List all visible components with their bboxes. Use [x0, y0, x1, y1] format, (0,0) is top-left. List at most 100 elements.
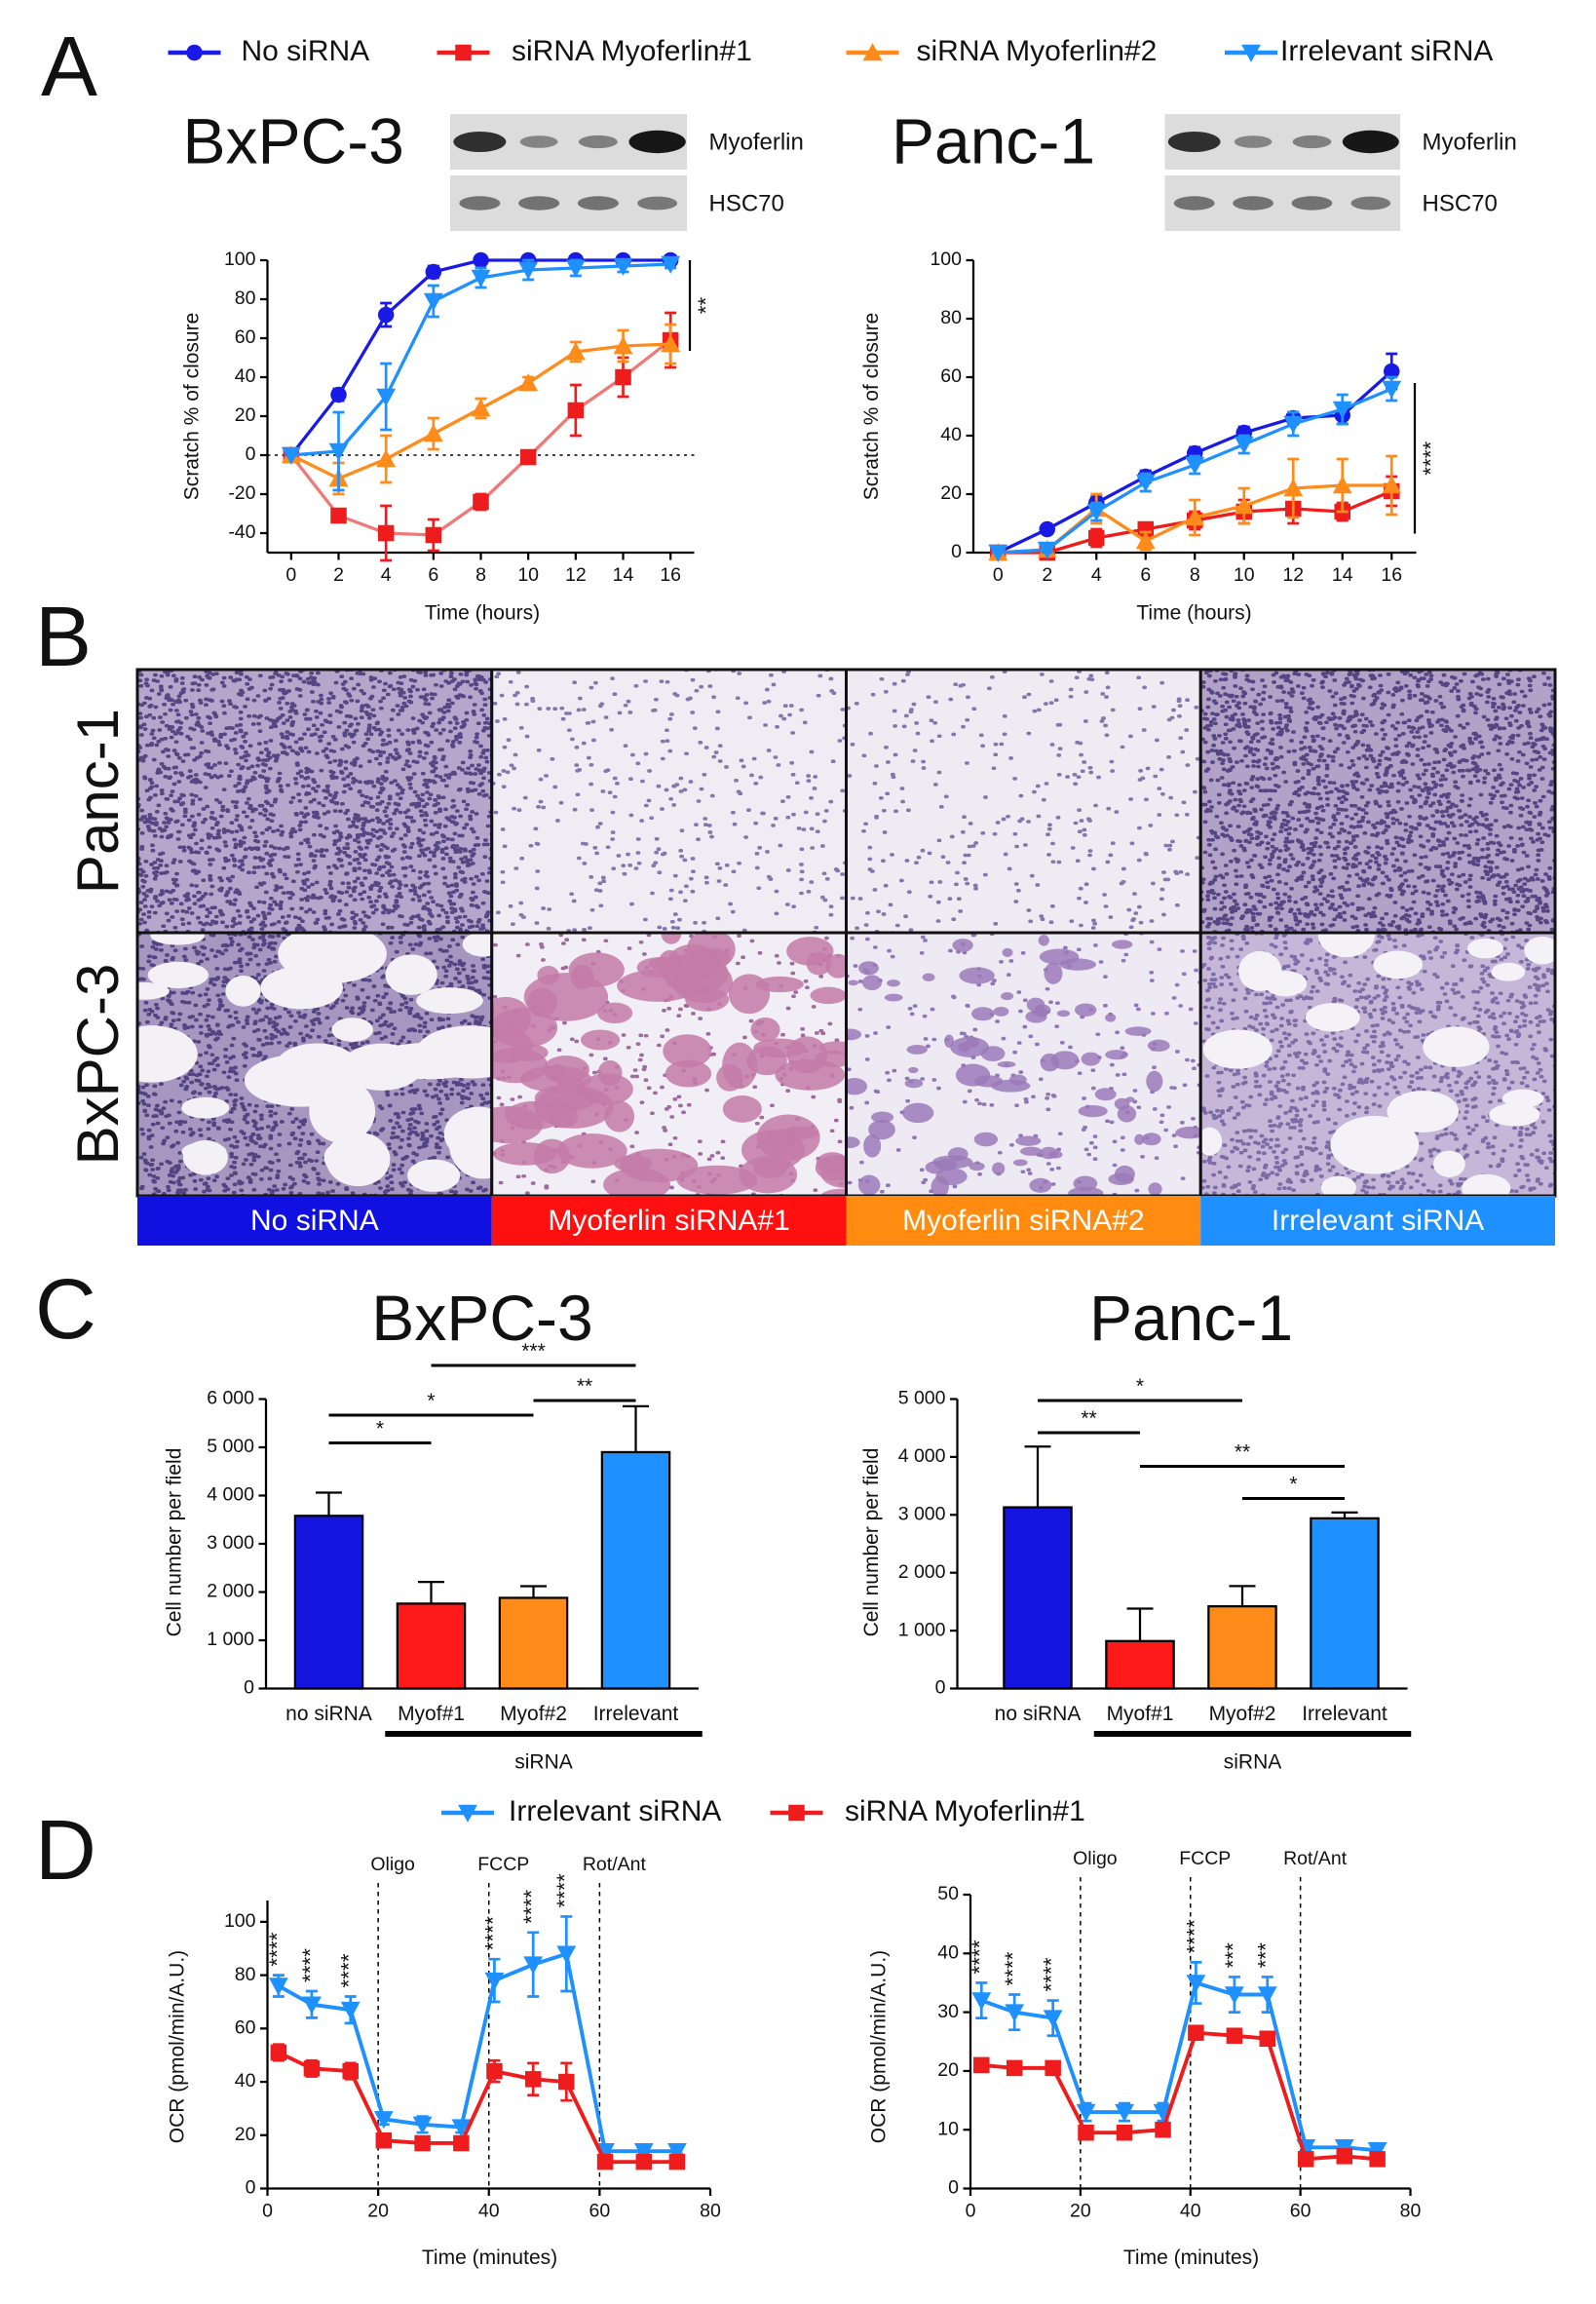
- column-band: [846, 1196, 1201, 1246]
- cell-cluster: [331, 1018, 373, 1042]
- y-tick-label: 1 000: [898, 1619, 946, 1640]
- legend-label: siRNA Myoferlin#1: [512, 35, 752, 67]
- y-tick-label: 5 000: [207, 1436, 254, 1457]
- y-axis-label: OCR (pmol/min/A.U.): [868, 1950, 891, 2143]
- micrograph: [846, 670, 1201, 933]
- y-tick-label: -40: [228, 521, 255, 543]
- y-tick-label: 4 000: [898, 1445, 946, 1467]
- data-point: [1257, 1986, 1277, 2005]
- cell-cluster: [676, 1165, 758, 1195]
- data-point: [270, 2044, 287, 2061]
- cell-cluster: [969, 1162, 985, 1171]
- x-tick-label: 80: [1400, 2201, 1422, 2222]
- cell-cluster: [523, 973, 609, 1021]
- x-tick-label: 14: [613, 564, 634, 586]
- cell-cluster: [868, 1120, 895, 1140]
- blot-band: [453, 132, 507, 152]
- cell-cluster: [991, 1079, 1031, 1093]
- cell-cluster: [786, 1036, 827, 1074]
- cell-cluster: [1001, 992, 1014, 1001]
- cell-cluster: [825, 953, 847, 979]
- cell-cluster: [547, 1064, 568, 1081]
- cell-cluster: [1029, 1177, 1052, 1193]
- y-tick-label: 20: [940, 482, 962, 504]
- data-point: [486, 2062, 503, 2080]
- cell-cluster: [863, 1134, 882, 1158]
- cell-cluster: [1034, 1007, 1048, 1018]
- cell-cluster: [846, 1028, 862, 1041]
- cell-cluster: [846, 1136, 860, 1149]
- chart-title: BxPC-3: [371, 1282, 592, 1354]
- cell-cluster: [597, 1002, 633, 1024]
- column-label: Myoferlin siRNA#1: [548, 1205, 789, 1237]
- data-point: [661, 255, 681, 274]
- x-tick-label: 0: [993, 564, 1004, 586]
- cell-cluster: [1078, 1104, 1108, 1118]
- cell-cluster: [407, 1159, 461, 1192]
- y-tick-label: 2 000: [207, 1581, 254, 1602]
- data-point: [1037, 541, 1057, 559]
- data-point: [373, 2111, 394, 2130]
- data-point: [1336, 2148, 1353, 2165]
- y-tick-label: 0: [951, 541, 962, 562]
- cell-cluster: [1044, 962, 1063, 984]
- data-point: [1283, 479, 1304, 497]
- error-bar: [1126, 1607, 1154, 1641]
- event-label: Rot/Ant: [1283, 1848, 1348, 1869]
- x-tick-label: 14: [1332, 564, 1353, 586]
- cell-cluster: [416, 1025, 492, 1079]
- data-point: [1039, 520, 1055, 538]
- significance-stars: ****: [265, 1932, 289, 1966]
- bar: [1105, 1639, 1175, 1690]
- data-point: [375, 2132, 393, 2149]
- legend-label: No siRNA: [242, 35, 370, 67]
- data-point: [473, 251, 489, 269]
- y-tick-label: 60: [235, 326, 256, 348]
- data-point: [377, 524, 395, 542]
- data-point: [1234, 496, 1254, 515]
- y-tick-label: 3 000: [207, 1532, 254, 1554]
- data-point: [558, 2073, 575, 2091]
- comparison-stars: *: [427, 1390, 435, 1412]
- data-point: [1045, 2059, 1061, 2077]
- data-point: [473, 493, 489, 511]
- cell-cluster: [992, 1162, 1006, 1175]
- cell-cluster: [1175, 1126, 1201, 1139]
- y-tick-label: 20: [235, 2124, 256, 2145]
- y-tick-label: 80: [235, 1964, 256, 1985]
- y-tick-label: 5 000: [898, 1388, 946, 1409]
- data-point: [281, 446, 301, 465]
- significance-stars: **: [694, 297, 718, 315]
- comparison-stars: *: [1136, 1375, 1144, 1398]
- bar: [1207, 1605, 1277, 1690]
- blot-label: HSC70: [1423, 190, 1498, 216]
- y-axis-label: Scratch % of closure: [860, 313, 883, 501]
- cell-cluster: [1112, 940, 1133, 949]
- column-label: No siRNA: [250, 1205, 379, 1237]
- bar: [600, 1450, 671, 1690]
- cell-cluster: [1433, 1150, 1465, 1177]
- cells: [491, 670, 847, 933]
- data-point: [330, 507, 347, 524]
- panel-letter: C: [35, 1262, 96, 1357]
- cell-cluster: [846, 1078, 868, 1095]
- cell-cluster: [1015, 1135, 1042, 1146]
- y-tick-label: 40: [235, 2070, 256, 2092]
- significance-stars: ****: [1419, 441, 1443, 475]
- cell-cluster: [904, 1078, 924, 1089]
- data-point: [376, 388, 397, 406]
- micrograph-bg: [846, 933, 1201, 1196]
- micrograph: [137, 670, 492, 933]
- blot-band: [1233, 196, 1273, 211]
- blot-label: Myoferlin: [709, 129, 804, 155]
- data-point: [328, 442, 349, 461]
- data-point: [1116, 2124, 1133, 2141]
- cell-cluster: [323, 1138, 376, 1177]
- legend-label: Irrelevant siRNA: [509, 1795, 721, 1827]
- data-point: [1185, 456, 1205, 475]
- cell-cluster: [1038, 935, 1049, 946]
- data-point: [268, 1978, 288, 1996]
- row-label: Panc-1: [65, 709, 131, 894]
- cell-cluster: [1019, 1146, 1043, 1156]
- cell-cluster: [341, 1043, 423, 1091]
